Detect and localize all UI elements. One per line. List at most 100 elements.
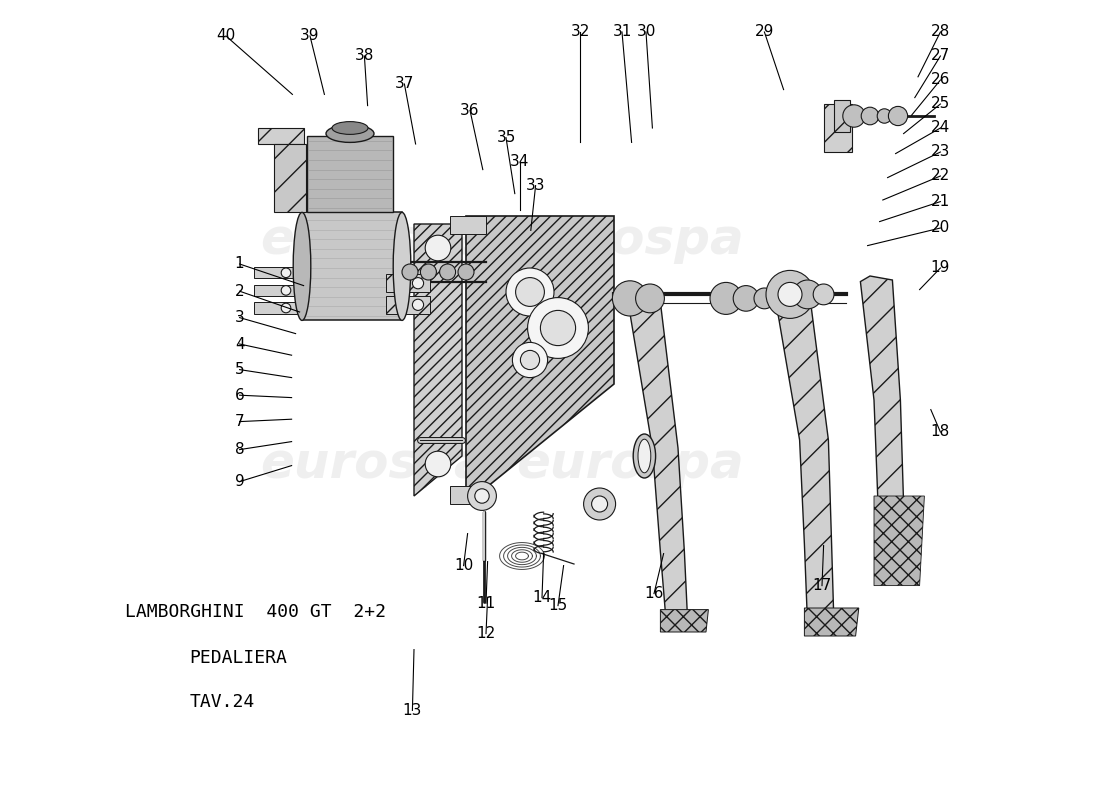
Text: 9: 9 bbox=[234, 474, 244, 489]
Circle shape bbox=[426, 235, 451, 261]
Bar bbox=[254, 302, 303, 314]
Text: 32: 32 bbox=[571, 25, 590, 39]
Text: 6: 6 bbox=[234, 388, 244, 402]
Text: 28: 28 bbox=[931, 25, 950, 39]
Bar bbox=[302, 212, 402, 320]
Text: 37: 37 bbox=[395, 77, 414, 91]
Text: 1: 1 bbox=[234, 257, 244, 271]
Circle shape bbox=[520, 350, 540, 370]
Text: eurospa: eurospa bbox=[260, 440, 488, 488]
Circle shape bbox=[412, 278, 424, 289]
Text: 27: 27 bbox=[931, 49, 950, 63]
Text: 16: 16 bbox=[645, 586, 663, 601]
Text: eurospa: eurospa bbox=[516, 216, 744, 264]
Text: 40: 40 bbox=[217, 29, 235, 43]
Text: 17: 17 bbox=[813, 578, 832, 593]
Text: 26: 26 bbox=[931, 73, 950, 87]
Ellipse shape bbox=[326, 125, 374, 142]
Circle shape bbox=[734, 286, 759, 311]
Text: 15: 15 bbox=[549, 598, 568, 613]
Circle shape bbox=[843, 105, 866, 127]
Circle shape bbox=[754, 288, 774, 309]
Text: 21: 21 bbox=[931, 194, 950, 209]
Circle shape bbox=[613, 281, 648, 316]
Circle shape bbox=[592, 496, 607, 512]
Circle shape bbox=[513, 342, 548, 378]
Text: 11: 11 bbox=[476, 596, 496, 610]
Circle shape bbox=[420, 264, 437, 280]
Text: eurospa: eurospa bbox=[516, 440, 744, 488]
Text: 33: 33 bbox=[526, 178, 546, 193]
Bar bbox=[254, 285, 303, 296]
Circle shape bbox=[636, 284, 664, 313]
Circle shape bbox=[516, 278, 544, 306]
Circle shape bbox=[861, 107, 879, 125]
Polygon shape bbox=[824, 104, 852, 152]
Ellipse shape bbox=[638, 439, 651, 473]
Ellipse shape bbox=[393, 212, 410, 320]
Circle shape bbox=[584, 488, 616, 520]
Ellipse shape bbox=[634, 434, 656, 478]
Text: eurospa: eurospa bbox=[260, 216, 488, 264]
Text: 14: 14 bbox=[532, 590, 551, 605]
Text: 36: 36 bbox=[460, 103, 480, 118]
Polygon shape bbox=[386, 274, 430, 292]
Polygon shape bbox=[386, 296, 430, 314]
Circle shape bbox=[282, 286, 290, 295]
Bar bbox=[307, 136, 393, 212]
Text: 35: 35 bbox=[496, 130, 516, 145]
Polygon shape bbox=[660, 610, 708, 632]
Polygon shape bbox=[860, 276, 906, 584]
Polygon shape bbox=[804, 608, 859, 636]
Text: 19: 19 bbox=[931, 261, 950, 275]
Text: LAMBORGHINI  400 GT  2+2: LAMBORGHINI 400 GT 2+2 bbox=[125, 603, 386, 621]
Text: 18: 18 bbox=[931, 425, 950, 439]
Text: 29: 29 bbox=[755, 25, 774, 39]
Circle shape bbox=[778, 282, 802, 306]
Bar bbox=[450, 486, 486, 504]
Circle shape bbox=[426, 451, 451, 477]
Text: 38: 38 bbox=[354, 49, 374, 63]
Text: 23: 23 bbox=[931, 145, 950, 159]
Ellipse shape bbox=[294, 212, 311, 320]
Circle shape bbox=[506, 268, 554, 316]
Circle shape bbox=[877, 109, 892, 123]
Circle shape bbox=[402, 264, 418, 280]
Polygon shape bbox=[628, 298, 688, 626]
Text: 20: 20 bbox=[931, 221, 950, 235]
Text: 31: 31 bbox=[613, 25, 631, 39]
Polygon shape bbox=[258, 128, 305, 144]
Polygon shape bbox=[414, 224, 462, 496]
Polygon shape bbox=[834, 100, 850, 132]
Text: 8: 8 bbox=[234, 442, 244, 457]
Circle shape bbox=[282, 303, 290, 313]
Ellipse shape bbox=[332, 122, 368, 134]
Text: 25: 25 bbox=[931, 97, 950, 111]
Text: 34: 34 bbox=[510, 154, 529, 169]
Polygon shape bbox=[874, 496, 924, 586]
Circle shape bbox=[766, 270, 814, 318]
Circle shape bbox=[475, 489, 490, 503]
Text: 24: 24 bbox=[931, 121, 950, 135]
Circle shape bbox=[813, 284, 834, 305]
Text: 10: 10 bbox=[454, 558, 473, 573]
Circle shape bbox=[889, 106, 908, 126]
Circle shape bbox=[412, 299, 424, 310]
Text: 2: 2 bbox=[234, 284, 244, 298]
Text: 13: 13 bbox=[403, 703, 422, 718]
Circle shape bbox=[710, 282, 742, 314]
Bar bbox=[450, 216, 486, 234]
Circle shape bbox=[282, 268, 290, 278]
Text: TAV.24: TAV.24 bbox=[189, 694, 254, 711]
Text: 22: 22 bbox=[931, 169, 950, 183]
Text: 4: 4 bbox=[234, 337, 244, 351]
Polygon shape bbox=[274, 144, 306, 212]
Circle shape bbox=[793, 280, 822, 309]
Circle shape bbox=[528, 298, 588, 358]
Circle shape bbox=[458, 264, 474, 280]
Text: 30: 30 bbox=[636, 25, 656, 39]
Text: PEDALIERA: PEDALIERA bbox=[189, 649, 287, 666]
Polygon shape bbox=[776, 294, 834, 632]
Circle shape bbox=[440, 264, 455, 280]
Text: 7: 7 bbox=[234, 414, 244, 429]
